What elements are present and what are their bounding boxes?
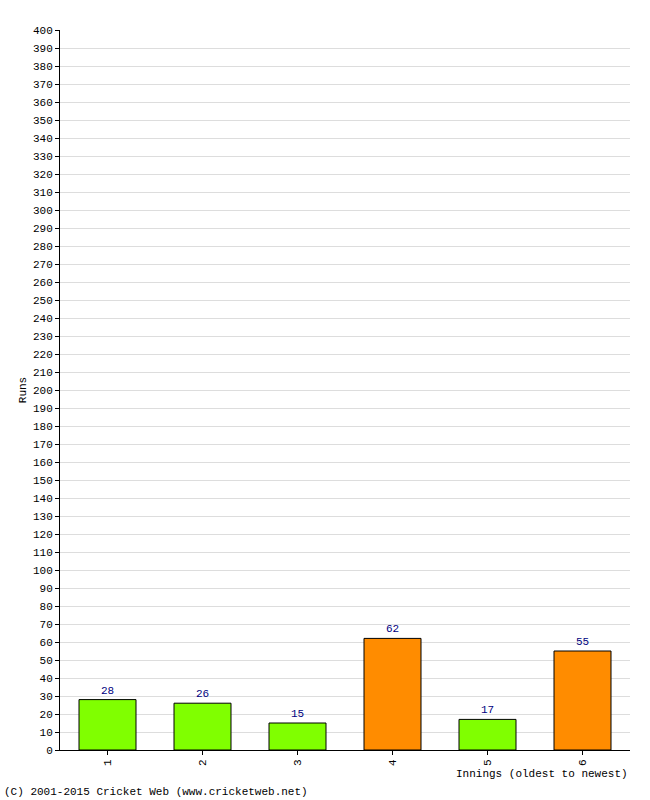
svg-text:28: 28 (101, 685, 114, 697)
svg-text:320: 320 (33, 169, 53, 181)
svg-text:26: 26 (196, 688, 209, 700)
svg-text:360: 360 (33, 97, 53, 109)
svg-text:390: 390 (33, 43, 53, 55)
svg-text:120: 120 (33, 529, 53, 541)
svg-text:0: 0 (46, 745, 53, 757)
svg-text:300: 300 (33, 205, 53, 217)
svg-text:10: 10 (40, 727, 53, 739)
svg-text:130: 130 (33, 511, 53, 523)
svg-text:170: 170 (33, 439, 53, 451)
svg-text:100: 100 (33, 565, 53, 577)
svg-text:(C) 2001-2015 Cricket Web (www: (C) 2001-2015 Cricket Web (www.cricketwe… (4, 786, 308, 798)
svg-text:60: 60 (40, 637, 53, 649)
svg-text:400: 400 (33, 25, 53, 37)
svg-text:4: 4 (387, 759, 399, 766)
svg-text:330: 330 (33, 151, 53, 163)
svg-text:80: 80 (40, 601, 53, 613)
svg-text:2: 2 (197, 759, 209, 766)
svg-text:220: 220 (33, 349, 53, 361)
svg-text:90: 90 (40, 583, 53, 595)
svg-text:310: 310 (33, 187, 53, 199)
svg-text:Runs: Runs (17, 377, 29, 403)
svg-text:230: 230 (33, 331, 53, 343)
svg-text:180: 180 (33, 421, 53, 433)
svg-text:Innings (oldest to newest): Innings (oldest to newest) (456, 768, 628, 780)
svg-text:40: 40 (40, 673, 53, 685)
svg-text:350: 350 (33, 115, 53, 127)
svg-text:290: 290 (33, 223, 53, 235)
svg-text:17: 17 (481, 704, 494, 716)
svg-text:140: 140 (33, 493, 53, 505)
svg-text:1: 1 (102, 759, 114, 766)
svg-text:3: 3 (292, 759, 304, 766)
svg-text:150: 150 (33, 475, 53, 487)
svg-text:20: 20 (40, 709, 53, 721)
svg-text:110: 110 (33, 547, 53, 559)
svg-text:280: 280 (33, 241, 53, 253)
svg-text:6: 6 (577, 759, 589, 766)
svg-text:15: 15 (291, 708, 304, 720)
svg-text:200: 200 (33, 385, 53, 397)
svg-text:210: 210 (33, 367, 53, 379)
svg-text:62: 62 (386, 623, 399, 635)
svg-text:30: 30 (40, 691, 53, 703)
svg-text:5: 5 (482, 759, 494, 766)
svg-text:260: 260 (33, 277, 53, 289)
svg-text:340: 340 (33, 133, 53, 145)
svg-text:70: 70 (40, 619, 53, 631)
svg-text:160: 160 (33, 457, 53, 469)
svg-text:190: 190 (33, 403, 53, 415)
svg-text:380: 380 (33, 61, 53, 73)
svg-text:240: 240 (33, 313, 53, 325)
svg-text:55: 55 (576, 636, 589, 648)
svg-text:50: 50 (40, 655, 53, 667)
svg-text:270: 270 (33, 259, 53, 271)
svg-text:370: 370 (33, 79, 53, 91)
svg-text:250: 250 (33, 295, 53, 307)
